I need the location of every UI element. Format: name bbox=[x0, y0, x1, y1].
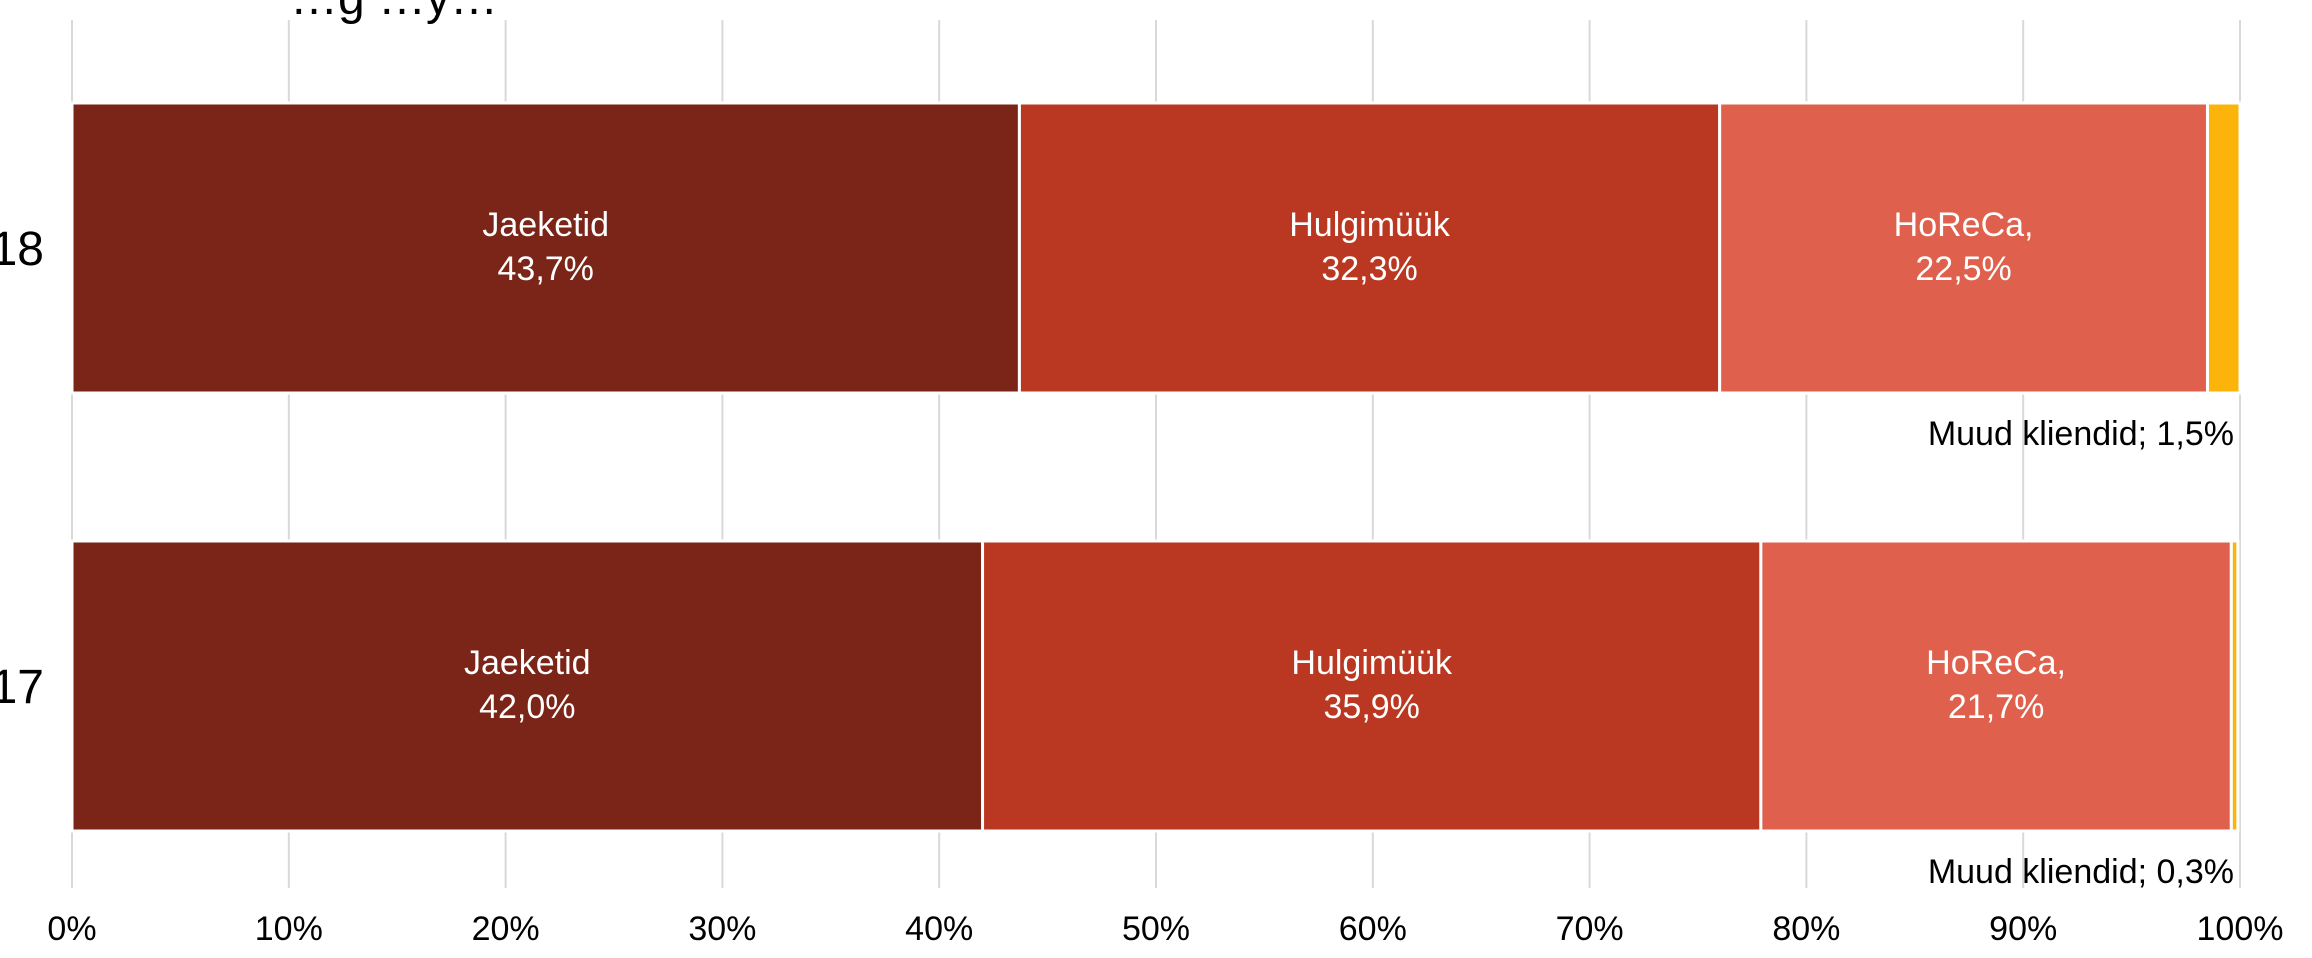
segment-value-label: 42,0% bbox=[479, 688, 575, 726]
bar-segment bbox=[1759, 539, 2233, 833]
segment-name-label: Jaeketid bbox=[482, 206, 609, 244]
x-tick-label: 10% bbox=[255, 910, 323, 948]
y-tick-label: …17 bbox=[0, 661, 44, 714]
bar-segment bbox=[70, 101, 1021, 395]
segment-name-label: Hulgimüük bbox=[1289, 206, 1451, 244]
x-axis: 0% 10% 20% 30% 40% 50% 60% 70% 80% 90% 100% bbox=[47, 910, 2283, 948]
segment-value-label: 35,9% bbox=[1324, 688, 1420, 726]
x-tick-label: 30% bbox=[688, 910, 756, 948]
y-tick-label: …18 bbox=[0, 223, 44, 276]
segment-value-label: 21,7% bbox=[1948, 688, 2044, 726]
chart-title: …g …y… bbox=[290, 0, 498, 25]
x-tick-label: 70% bbox=[1556, 910, 1624, 948]
bar-segment bbox=[2229, 539, 2240, 833]
bar-segment bbox=[70, 539, 985, 833]
bar-segment bbox=[1017, 101, 1722, 395]
x-tick-label: 60% bbox=[1339, 910, 1407, 948]
bar-segment bbox=[1718, 101, 2209, 395]
bar-segment bbox=[981, 539, 1763, 833]
outside-data-label: Muud kliendid; 0,3% bbox=[1928, 853, 2234, 891]
x-tick-label: 50% bbox=[1122, 910, 1190, 948]
y-axis: …18 …17 bbox=[0, 223, 44, 714]
segment-value-label: 43,7% bbox=[498, 250, 594, 288]
outside-data-label: Muud kliendid; 1,5% bbox=[1928, 415, 2234, 453]
x-tick-label: 100% bbox=[2197, 910, 2284, 948]
x-tick-label: 90% bbox=[1989, 910, 2057, 948]
segment-value-label: 22,5% bbox=[1915, 250, 2011, 288]
segment-name-label: Jaeketid bbox=[464, 644, 591, 682]
segment-name-label: HoReCa, bbox=[1894, 206, 2034, 244]
bar-segment bbox=[2205, 101, 2242, 395]
data-labels: Jaeketid 43,7% Hulgimüük 32,3% HoReCa, 22,5% M… bbox=[464, 206, 2234, 891]
segment-name-label: HoReCa, bbox=[1926, 644, 2066, 682]
bars bbox=[70, 101, 2242, 833]
x-tick-label: 0% bbox=[47, 910, 96, 948]
segment-name-label: Hulgimüük bbox=[1291, 644, 1453, 682]
segment-value-label: 32,3% bbox=[1321, 250, 1417, 288]
x-tick-label: 40% bbox=[905, 910, 973, 948]
x-tick-label: 20% bbox=[472, 910, 540, 948]
x-tick-label: 80% bbox=[1772, 910, 1840, 948]
